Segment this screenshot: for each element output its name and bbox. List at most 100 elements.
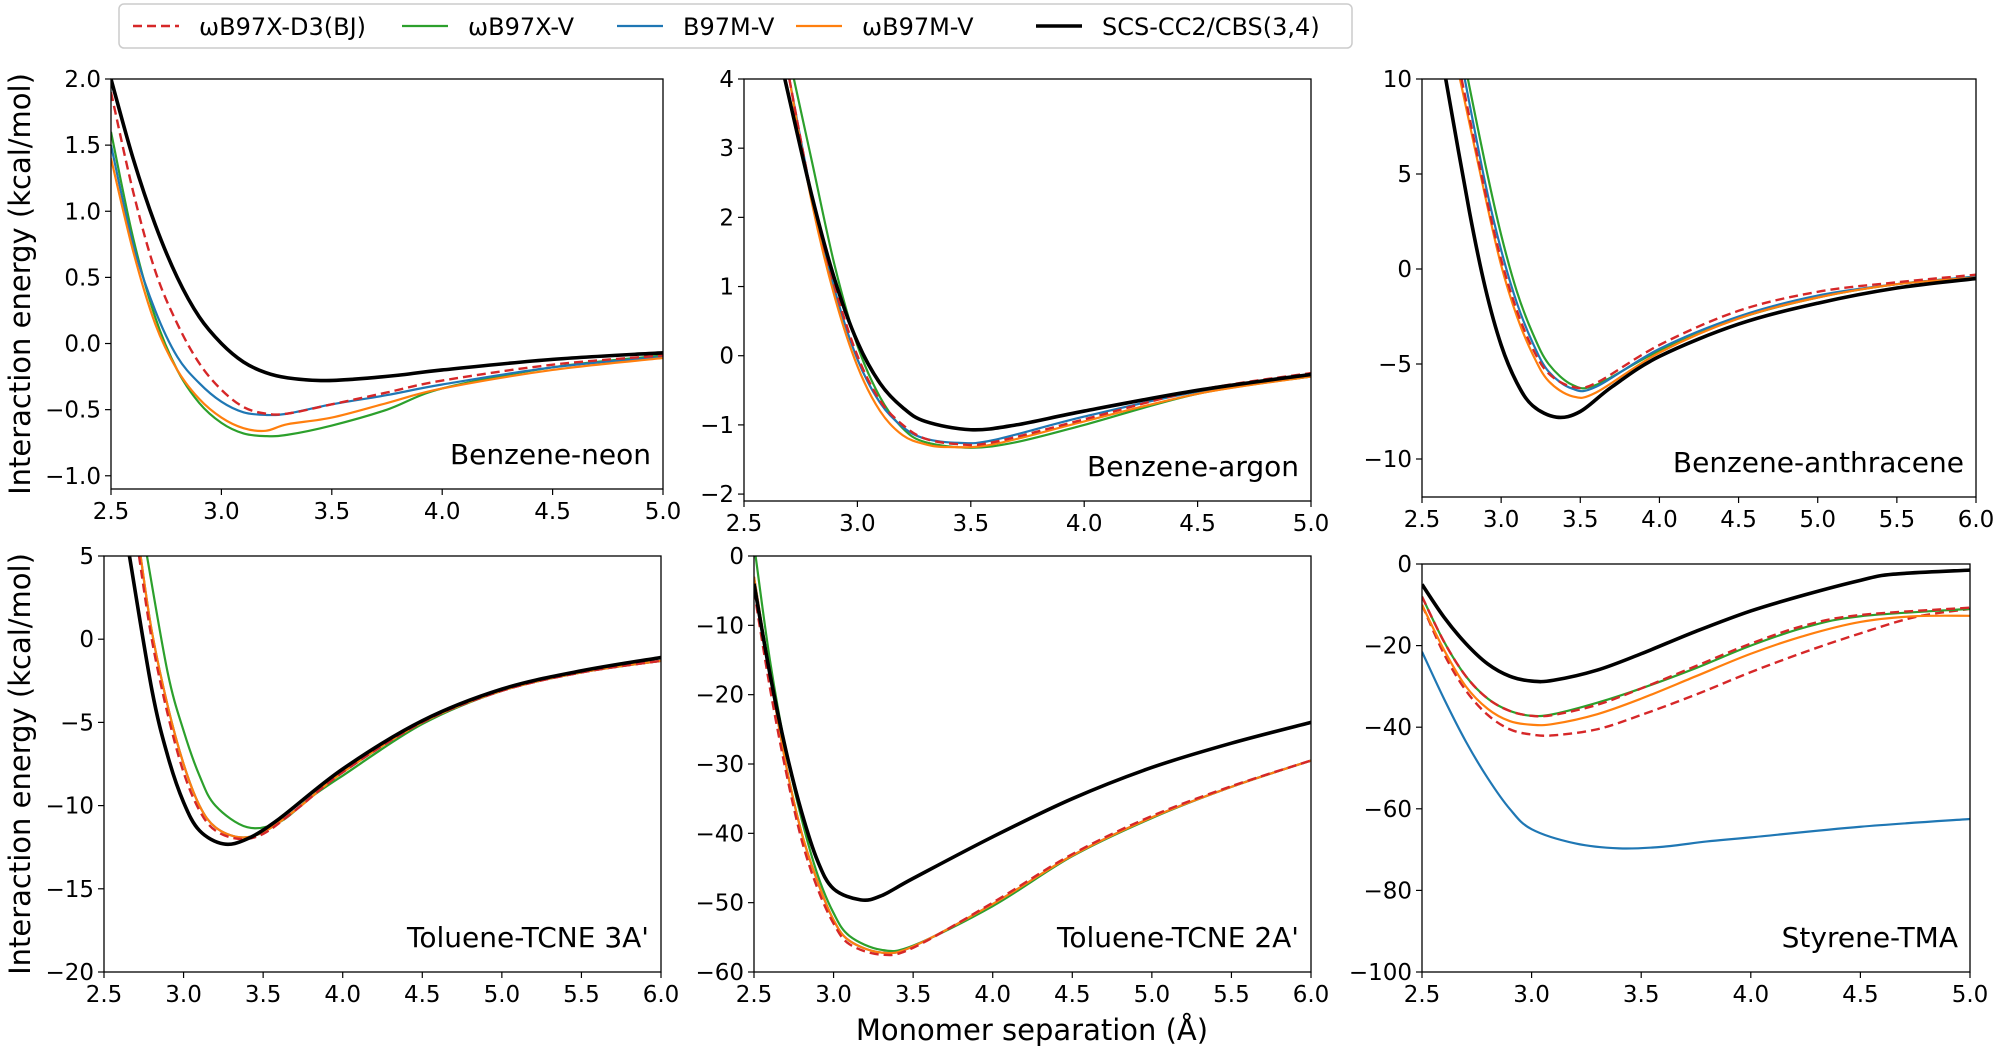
x-tick-label: 3.5 — [1623, 982, 1660, 1008]
y-tick-label: 0 — [79, 627, 94, 653]
y-tick-label: −1.0 — [45, 464, 101, 490]
y-tick-label: 0 — [1397, 257, 1412, 283]
x-tick-label: 3.5 — [895, 982, 932, 1008]
series-line-b97mv — [1463, 79, 1976, 393]
x-tick-label: 2.5 — [736, 982, 773, 1008]
x-tick-label: 4.5 — [404, 982, 441, 1008]
x-tick-label: 5.5 — [1213, 982, 1250, 1008]
series-line-scscc2 — [1443, 79, 1976, 420]
x-tick-label: 3.0 — [203, 499, 240, 525]
y-tick-label: −20 — [45, 960, 94, 986]
y-tick-label: −0.5 — [45, 398, 101, 424]
y-tick-label: 2 — [719, 205, 734, 231]
y-tick-label: −30 — [695, 752, 744, 778]
x-tick-label: 3.0 — [839, 511, 876, 537]
axes-frame — [103, 555, 662, 973]
y-tick-label: −10 — [45, 794, 94, 820]
series-group — [127, 556, 661, 847]
legend-item-wb97xd3bj: ωB97X-D3(BJ) — [133, 13, 366, 41]
x-tick-label: 5.0 — [645, 499, 682, 525]
y-tick-label: −10 — [1363, 447, 1412, 473]
axes-frame — [753, 555, 1312, 973]
panel-title: Benzene-anthracene — [1673, 446, 1964, 479]
panel-title: Styrene-TMA — [1782, 921, 1958, 954]
legend-label-b97mv: B97M-V — [683, 13, 775, 41]
y-tick-label: −20 — [1363, 634, 1412, 660]
y-tick-label: −5 — [60, 710, 94, 736]
legend-item-scscc2: SCS-CC2/CBS(3,4) — [1036, 13, 1320, 41]
y-tick-label: 0 — [1397, 552, 1412, 578]
y-axis-label-bottom: Interaction energy (kcal/mol) — [3, 553, 37, 975]
y-tick-label: 3 — [719, 136, 734, 162]
panel-6: 2.5 3.0 3.5 4.0 4.5 5.0 −100 −80 −60 −40 −20 0 Styre… — [1349, 552, 1988, 1008]
legend-frame — [118, 3, 1353, 49]
series-line-wb97mv — [111, 158, 663, 433]
y-tick-label: 10 — [1383, 67, 1412, 93]
x-axis-label: Monomer separation (Å) — [856, 1013, 1208, 1047]
x-tick-label: 4.5 — [1054, 982, 1091, 1008]
y-tick-label: 0 — [729, 544, 744, 570]
legend: ωB97X-D3(BJ) ωB97X-V B97M-V ωB97M-V SCS-CC2/… — [118, 3, 1353, 49]
series-group — [111, 79, 663, 438]
x-tick-label: 5.0 — [1952, 982, 1989, 1008]
legend-label-wb97xv: ωB97X-V — [468, 13, 575, 41]
legend-item-wb97mv: ωB97M-V — [796, 13, 974, 41]
panel-title: Benzene-neon — [450, 438, 651, 471]
x-tick-label: 4.5 — [1720, 507, 1757, 533]
y-axis-label-top: Interaction energy (kcal/mol) — [3, 73, 37, 495]
x-tick-label: 6.0 — [1958, 507, 1995, 533]
series-line-wb97xv — [145, 556, 661, 830]
legend-item-b97mv: B97M-V — [617, 13, 775, 41]
y-tick-label: −1 — [700, 413, 734, 439]
series-line-scscc2 — [111, 79, 663, 383]
series-line-wb97xv — [1466, 79, 1976, 390]
series-group — [1443, 79, 1976, 420]
x-tick-label: 4.0 — [324, 982, 361, 1008]
y-tick-label: 5 — [1397, 162, 1412, 188]
series-line-wb97mv — [139, 556, 661, 839]
x-tick-label: 5.0 — [1293, 511, 1330, 537]
series-line-wb97xv — [792, 79, 1311, 449]
x-tick-label: 6.0 — [643, 982, 680, 1008]
axes-frame — [1421, 78, 1977, 498]
panel-1: 2.5 3.0 3.5 4.0 4.5 5.0 −1.0 −0.5 0.0 0.5 1.0 1.5 2.… — [45, 67, 681, 525]
panels: 2.5 3.0 3.5 4.0 4.5 5.0 −1.0 −0.5 0.0 0.5 1.0 1.5 2.… — [45, 67, 1994, 1008]
x-tick-label: 5.0 — [1134, 982, 1171, 1008]
x-tick-label: 2.5 — [1404, 507, 1441, 533]
x-tick-label: 3.5 — [953, 511, 990, 537]
y-tick-label: 5 — [79, 544, 94, 570]
panel-3: 2.5 3.0 3.5 4.0 4.5 5.0 5.5 6.0 −10 −5 0 5 10 Benzene… — [1363, 67, 1994, 533]
series-line-wb97xd3bj — [754, 590, 1311, 957]
y-tick-label: −5 — [1378, 352, 1412, 378]
series-line-wb97xd3bj — [1460, 79, 1976, 390]
y-tick-label: 1.5 — [64, 133, 101, 159]
series-line-wb97mv — [788, 79, 1311, 449]
series-line-wb97mv — [1422, 604, 1970, 727]
series-line-scscc2 — [127, 556, 661, 847]
y-tick-label: −60 — [695, 960, 744, 986]
series-line-b97mv — [754, 576, 1311, 955]
x-tick-label: 4.0 — [1733, 982, 1770, 1008]
y-tick-label: −60 — [1363, 797, 1412, 823]
x-tick-label: 2.5 — [1404, 982, 1441, 1008]
x-tick-label: 4.0 — [974, 982, 1011, 1008]
y-tick-label: −2 — [700, 482, 734, 508]
y-tick-label: 1.0 — [64, 199, 101, 225]
x-tick-label: 2.5 — [726, 511, 763, 537]
y-tick-label: −80 — [1363, 878, 1412, 904]
y-tick-label: −100 — [1349, 960, 1412, 986]
axes-frame — [1421, 563, 1971, 973]
x-tick-label: 4.0 — [1641, 507, 1678, 533]
x-tick-label: 2.5 — [93, 499, 130, 525]
series-group — [754, 556, 1311, 957]
series-group — [783, 79, 1311, 449]
y-tick-label: −40 — [695, 821, 744, 847]
y-tick-label: −10 — [695, 613, 744, 639]
panel-4: 2.5 3.0 3.5 4.0 4.5 5.0 5.5 6.0 −20 −15 −10 −5 0 5 Tol… — [45, 544, 679, 1008]
x-tick-label: 5.0 — [1799, 507, 1836, 533]
x-tick-label: 3.5 — [245, 982, 282, 1008]
series-line-wb97xd3bj — [111, 91, 663, 416]
y-tick-label: 0.5 — [64, 265, 101, 291]
axes-frame — [110, 78, 664, 490]
panel-title: Toluene-TCNE 2A' — [1056, 921, 1299, 954]
